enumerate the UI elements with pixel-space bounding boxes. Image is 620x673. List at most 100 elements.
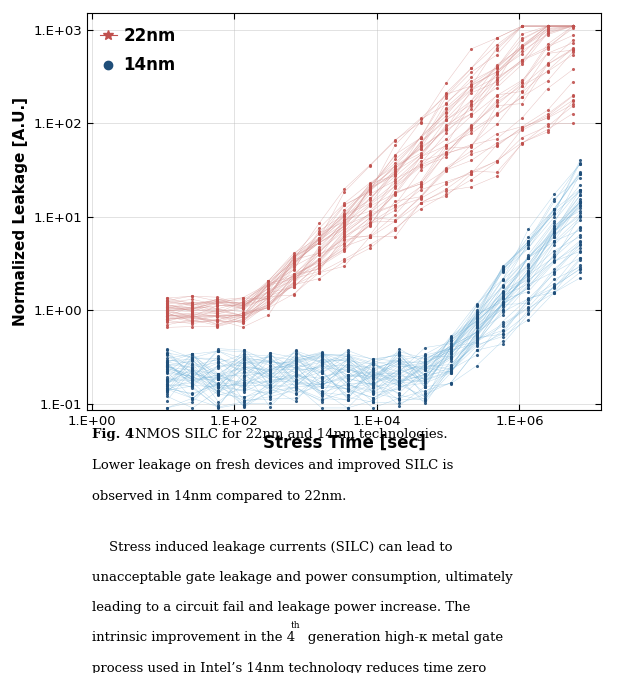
- Point: [239, 353, 249, 364]
- Point: [238, 310, 248, 321]
- Point: [238, 303, 248, 314]
- Point: [492, 156, 502, 167]
- Point: [517, 132, 527, 143]
- Point: [291, 353, 301, 363]
- Point: [187, 374, 197, 384]
- Point: [549, 278, 559, 289]
- Point: [342, 353, 352, 364]
- Point: [446, 360, 456, 371]
- Point: [446, 366, 456, 377]
- Point: [446, 351, 456, 361]
- Point: [549, 227, 559, 238]
- Point: [162, 305, 172, 316]
- Point: [265, 376, 275, 387]
- Point: [339, 237, 349, 248]
- Point: [472, 313, 482, 324]
- Point: [342, 394, 352, 405]
- Point: [187, 303, 197, 314]
- Point: [265, 394, 275, 404]
- Point: [446, 343, 456, 354]
- Point: [390, 188, 400, 199]
- Point: [342, 384, 352, 394]
- Point: [314, 253, 324, 264]
- Point: [162, 308, 172, 318]
- Point: [162, 316, 172, 326]
- Point: [339, 218, 349, 229]
- Point: [549, 236, 559, 246]
- Point: [289, 252, 299, 262]
- Point: [466, 128, 476, 139]
- Point: [368, 380, 378, 390]
- Point: [441, 128, 451, 139]
- Point: [492, 74, 502, 85]
- Point: [368, 359, 378, 370]
- Point: [187, 381, 197, 392]
- Point: [492, 133, 502, 144]
- Point: [187, 350, 197, 361]
- Point: [264, 301, 273, 312]
- Point: [314, 232, 324, 243]
- Point: [472, 319, 482, 330]
- Point: [472, 360, 482, 371]
- Point: [517, 86, 527, 97]
- Point: [472, 350, 482, 361]
- Point: [446, 361, 456, 372]
- Point: [317, 379, 327, 390]
- Point: [568, 21, 578, 32]
- Point: [342, 384, 352, 395]
- Point: [314, 234, 324, 244]
- Point: [394, 398, 404, 409]
- Point: [291, 367, 301, 378]
- Point: [213, 382, 223, 392]
- Point: [187, 374, 197, 385]
- Point: [466, 63, 476, 73]
- Point: [365, 178, 374, 188]
- Point: [498, 262, 508, 273]
- Point: [342, 361, 352, 372]
- Point: [317, 362, 327, 373]
- Point: [291, 388, 301, 398]
- Point: [365, 212, 374, 223]
- Point: [568, 21, 578, 32]
- Point: [187, 312, 197, 322]
- Point: [517, 123, 527, 134]
- Point: [239, 385, 249, 396]
- Point: [517, 55, 527, 65]
- Point: [187, 364, 197, 375]
- Point: [239, 396, 249, 407]
- Point: [441, 179, 451, 190]
- Point: [517, 81, 527, 92]
- Point: [498, 297, 508, 308]
- Point: [162, 303, 172, 314]
- Point: [265, 365, 275, 376]
- Point: [187, 306, 197, 317]
- Point: [314, 257, 324, 268]
- Point: [542, 24, 552, 34]
- Point: [342, 384, 352, 394]
- Point: [492, 167, 502, 178]
- Point: [213, 354, 223, 365]
- Point: [549, 226, 559, 237]
- Point: [162, 361, 172, 371]
- Point: [339, 239, 349, 250]
- Point: [420, 342, 430, 353]
- Point: [342, 378, 352, 389]
- Point: [466, 110, 476, 121]
- Point: [441, 90, 451, 101]
- Point: [213, 402, 223, 413]
- Point: [264, 279, 273, 290]
- Point: [264, 289, 273, 299]
- Point: [239, 392, 249, 402]
- Point: [420, 351, 430, 361]
- Point: [265, 367, 275, 378]
- Point: [568, 44, 578, 55]
- Point: [317, 396, 327, 407]
- Point: [466, 80, 476, 91]
- Point: [187, 358, 197, 369]
- Point: [517, 48, 527, 59]
- Point: [549, 256, 559, 267]
- Point: [472, 318, 482, 328]
- Point: [523, 224, 533, 235]
- Point: [213, 351, 223, 362]
- Point: [575, 267, 585, 278]
